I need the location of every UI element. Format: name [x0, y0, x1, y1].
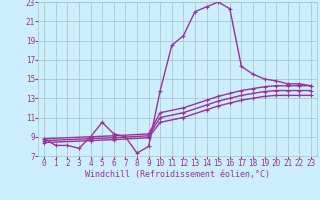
X-axis label: Windchill (Refroidissement éolien,°C): Windchill (Refroidissement éolien,°C): [85, 170, 270, 179]
